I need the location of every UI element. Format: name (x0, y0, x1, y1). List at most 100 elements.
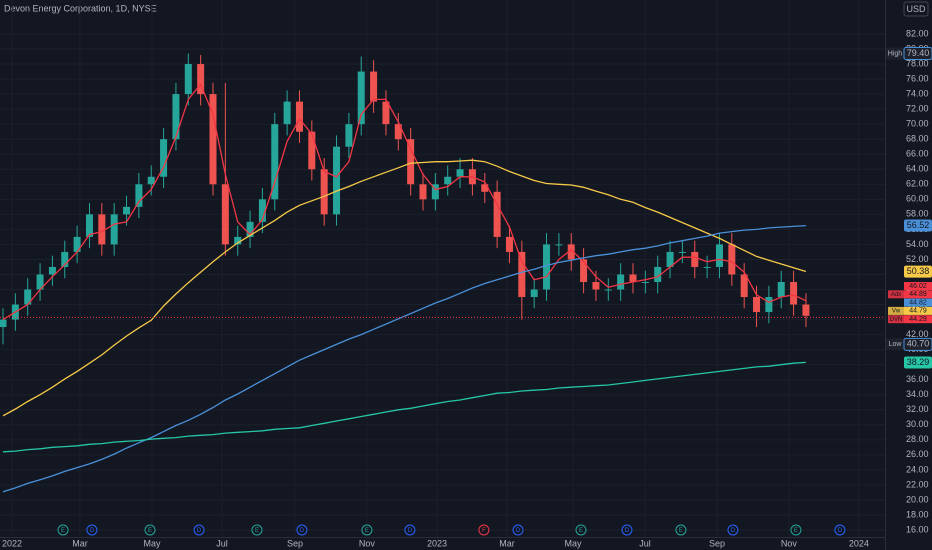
plot (0, 53, 885, 493)
candle-body (184, 64, 192, 95)
candle-body (258, 199, 266, 222)
tag-value: 44.79 (909, 308, 927, 315)
candle-body (382, 101, 390, 125)
event-icon[interactable] (404, 524, 416, 536)
event-icon[interactable] (251, 524, 263, 536)
candle-body (135, 184, 143, 207)
candle-body (543, 244, 551, 290)
y-tick-label: 68.00 (906, 134, 929, 144)
y-tick-label: 32.00 (906, 404, 929, 414)
event-label: E (61, 528, 65, 534)
candle-body (110, 214, 118, 245)
event-icon[interactable] (361, 524, 373, 536)
event-icon[interactable] (790, 524, 802, 536)
y-tick-label: 36.00 (906, 374, 929, 384)
candle-body (802, 304, 810, 316)
marker-name: Low (889, 341, 903, 348)
candle-body (147, 176, 155, 185)
indicator-line (2, 83, 807, 321)
marker-value: 40.70 (907, 339, 930, 349)
candle-body (48, 266, 56, 275)
y-tick-label: 64.00 (906, 164, 929, 174)
candle-body (678, 251, 686, 253)
event-icon[interactable] (144, 524, 156, 536)
event-icon[interactable] (512, 524, 524, 536)
axes: 16.00 18.00 20.00 22.00 24.00 26.00 28.00 30.00… (2, 28, 932, 548)
event-label: D (197, 528, 202, 534)
candle-body (357, 71, 365, 125)
candle-body (666, 251, 674, 267)
x-tick-label: May (564, 538, 582, 548)
price-tag (904, 219, 932, 232)
y-tick-label: 54.00 (906, 239, 929, 249)
event-icon[interactable] (675, 524, 687, 536)
event-icon[interactable] (57, 524, 69, 536)
marker-value-box (903, 337, 932, 351)
candle-body (308, 131, 316, 170)
price-tag-label: 50.38 (907, 266, 930, 276)
y-tick-label: 58.00 (906, 209, 929, 219)
event-label: E (148, 528, 152, 534)
y-tick-label: 82.00 (906, 28, 929, 38)
event-label: D (838, 528, 843, 534)
candle-body (98, 214, 106, 245)
event-icon[interactable] (575, 524, 587, 536)
candle-body (481, 184, 489, 192)
event-label: D (300, 528, 305, 534)
event-icon[interactable] (296, 524, 308, 536)
candle-body (580, 259, 588, 282)
candle-body (728, 244, 736, 275)
event-label: F (482, 528, 486, 534)
candle-body (493, 191, 501, 237)
candle-body (691, 251, 699, 267)
candle-body (555, 244, 563, 246)
tag-name: Adx (891, 292, 901, 298)
candle-body (456, 169, 464, 177)
event-icon[interactable] (478, 524, 490, 536)
x-tick-label: Jul (216, 538, 228, 548)
y-tick-label: 52.00 (906, 254, 929, 264)
y-tick-label: 72.00 (906, 104, 929, 114)
candle-body (444, 176, 452, 185)
candle-body (431, 184, 439, 200)
tag-value-box (904, 290, 932, 299)
event-label: D (731, 528, 736, 534)
candle-body (333, 146, 341, 215)
candle-body (197, 64, 205, 95)
y-tick-label: 60.00 (906, 194, 929, 204)
event-icon[interactable] (193, 524, 205, 536)
indicator-line (2, 159, 807, 417)
candle-body (604, 289, 612, 291)
marker-value: 79.40 (907, 48, 930, 58)
event-icon[interactable] (727, 524, 739, 536)
candle-body (703, 266, 711, 268)
x-tick-label: May (143, 538, 161, 548)
event-icon[interactable] (86, 524, 98, 536)
candle-body (765, 297, 773, 313)
candle-body (320, 169, 328, 215)
candle-body (753, 297, 761, 313)
tag-value-box (904, 315, 932, 324)
candle-body (530, 289, 538, 298)
candle-body (36, 274, 44, 290)
event-label: D (90, 528, 95, 534)
event-label: E (579, 528, 583, 534)
candle-body (61, 251, 69, 267)
tag-value: 44.29 (909, 316, 927, 323)
y-tick-label: 78.00 (906, 58, 929, 68)
event-icon[interactable] (621, 524, 633, 536)
candle-body (567, 244, 575, 260)
candle-body (617, 274, 625, 290)
y-tick-label: 28.00 (906, 434, 929, 444)
candle-body (790, 281, 798, 305)
candle-body (505, 236, 513, 252)
tag-name-box (888, 306, 904, 315)
event-icon[interactable] (834, 524, 846, 536)
y-tick-label: 70.00 (906, 119, 929, 129)
y-tick-label: 18.00 (906, 509, 929, 519)
tag-value: 44.82 (909, 299, 927, 306)
candle-body (715, 244, 723, 267)
event-label: E (794, 528, 798, 534)
currency-box[interactable] (903, 1, 929, 17)
x-tick-label: 2022 (2, 538, 22, 548)
